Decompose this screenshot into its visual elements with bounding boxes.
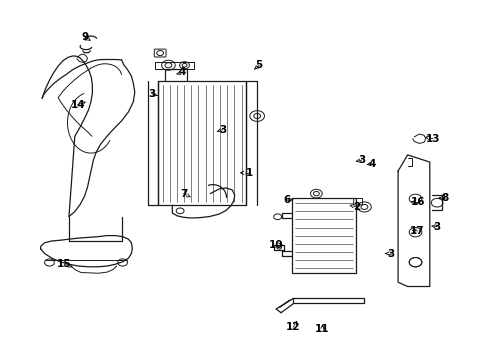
Text: 1: 1	[245, 168, 252, 178]
Text: 16: 16	[409, 197, 424, 207]
Text: 17: 17	[409, 226, 424, 236]
Bar	[158, 81, 246, 205]
Text: 3: 3	[148, 89, 155, 99]
Bar	[292, 198, 355, 273]
Text: 13: 13	[425, 134, 440, 144]
Text: 11: 11	[315, 324, 329, 334]
Text: 12: 12	[285, 322, 300, 332]
Text: 4: 4	[178, 67, 185, 77]
Text: 3: 3	[357, 155, 365, 165]
Text: 3: 3	[432, 222, 440, 231]
Text: 8: 8	[441, 193, 448, 203]
Text: 14: 14	[70, 100, 85, 110]
Text: 10: 10	[268, 239, 283, 249]
Text: 2: 2	[352, 202, 360, 212]
Text: 9: 9	[81, 32, 88, 41]
Text: 4: 4	[368, 159, 375, 169]
Text: 15: 15	[57, 259, 71, 269]
Text: 3: 3	[219, 125, 226, 135]
Text: 5: 5	[255, 60, 262, 70]
Text: 7: 7	[180, 189, 187, 199]
Text: 3: 3	[386, 248, 394, 258]
Text: 6: 6	[283, 195, 290, 205]
